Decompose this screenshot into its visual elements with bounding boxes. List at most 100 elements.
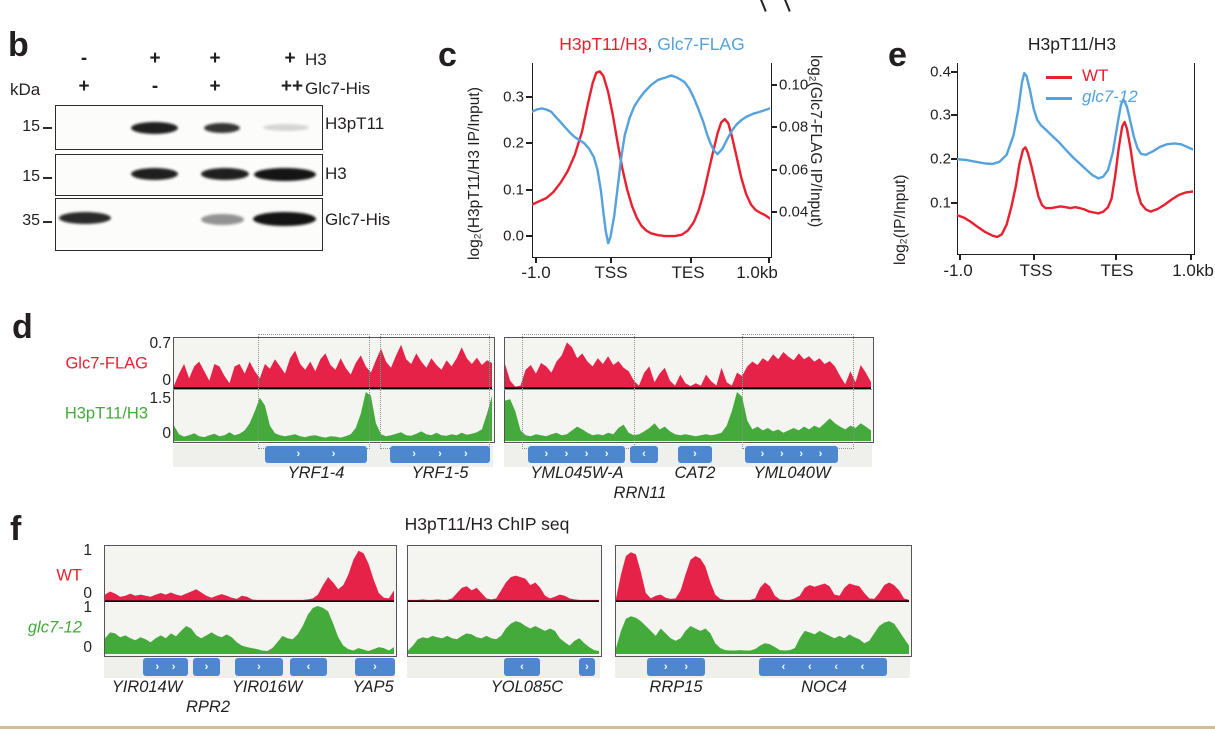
gene-label: YRF1-5 (411, 464, 469, 482)
d-left-plot-frame (173, 337, 495, 443)
c-tick (526, 189, 532, 191)
panel-e-title: H3pT11/H3 (1027, 34, 1117, 54)
blot-h3pt11 (55, 105, 323, 150)
gene-strand-left-icon: ‹ (860, 660, 865, 673)
f-axis-green-max: 1 (83, 599, 92, 616)
gene-strand-left-icon: ‹ (834, 660, 838, 673)
lane3-h3-sign: + (209, 48, 221, 69)
highlight-box (522, 334, 635, 449)
gene-strand-right-icon: › (373, 660, 377, 673)
f-plot2-green-track (408, 621, 599, 654)
legend-wt-line (1046, 76, 1072, 79)
blot-band (204, 123, 240, 133)
blot-label-glc7his: Glc7-His (325, 210, 391, 229)
series-WT (957, 120, 1193, 239)
gene-box: ‹ (630, 446, 658, 463)
e-tick (951, 114, 957, 116)
marker-15-top: 15 (22, 118, 40, 135)
d-left-track-divider (173, 389, 493, 390)
track-area (105, 550, 394, 602)
gene-label: YML045W-A (530, 464, 624, 482)
gene-strand-right-icon: › (257, 660, 261, 673)
track-area (174, 392, 492, 441)
gene-label: YAP5 (352, 678, 394, 696)
gene-strand-right-icon: › (155, 660, 160, 673)
blot-label-h3: H3 (325, 164, 347, 183)
track-zero-line (408, 600, 599, 602)
e-xtick (1115, 254, 1117, 260)
c-tick (771, 126, 777, 128)
track-area (408, 621, 599, 654)
e-xtick (959, 254, 961, 260)
f-track-label-glc7: glc7-12 (27, 618, 82, 637)
gene-box: › (678, 446, 712, 463)
gene-box: ‹ ‹ ‹ ‹ (759, 658, 887, 676)
c-xlabel-tss: TSS (594, 263, 628, 282)
gene-strand-left-icon: ‹ (781, 660, 786, 673)
gene-box: › › (143, 658, 188, 676)
panel-d-letter: d (12, 308, 33, 346)
panel-c-right-axis-label: log₂(Glc7-FLAG IP/Input) (807, 55, 824, 228)
c-ytick-0.1: 0.1 (503, 181, 524, 199)
track-zero-line (105, 600, 394, 602)
gene-box: › › › › (745, 446, 838, 463)
f-axis-red-max: 1 (83, 542, 92, 559)
marker-15-mid: 15 (22, 168, 40, 185)
panel-c-title: H3pT11/H3, Glc7-FLAG (559, 34, 744, 55)
f-plot3-red-track (616, 552, 909, 602)
gene-strand-right-icon: › (585, 660, 589, 673)
panel-f-title: H3pT11/H3 ChIP seq (404, 514, 570, 534)
gene-label: YML040W (753, 464, 831, 482)
track-zero-line (174, 387, 492, 389)
gene-label: RRN11 (613, 484, 667, 502)
track-zero-line (505, 387, 871, 389)
legend-glc7-label: glc7-12 (1082, 87, 1138, 106)
page-bottom-rule (0, 726, 1215, 729)
f-plot3-green-track (616, 616, 909, 654)
blot-band (131, 168, 178, 180)
d-right-red-track (505, 342, 871, 389)
gene-strand-right-icon: › (584, 448, 589, 460)
marker-dash (43, 127, 52, 129)
d-track-label-glc7flag: Glc7-FLAG (65, 354, 148, 373)
f-axis-red-zero: 0 (83, 585, 92, 602)
track-area (174, 344, 492, 389)
d-left-green-track (174, 392, 492, 441)
gene-strand-right-icon: › (564, 448, 569, 460)
gene-label: RPR2 (185, 698, 231, 716)
gene-strand-left-icon: ‹ (807, 660, 812, 673)
panel-c-title-sep: , (647, 34, 658, 54)
panel-e-letter: e (888, 36, 907, 74)
e-xlabel-1kb: 1.0kb (1172, 261, 1214, 280)
gene-box: ‹ (504, 658, 540, 676)
gene-strand-right-icon: › (544, 448, 549, 460)
track-area (505, 342, 871, 389)
highlight-box (380, 334, 490, 449)
kda-label: kDa (10, 80, 41, 99)
d-right-green-track (505, 392, 871, 441)
d-axis-green-zero: 0 (162, 425, 171, 442)
c-xtick (610, 257, 612, 263)
lane2-h3-sign: + (149, 48, 161, 69)
e-ytick-0.1: 0.1 (930, 194, 951, 212)
c-rtick-0.08: 0.08 (779, 118, 809, 136)
c-xtick (690, 257, 692, 263)
d-track-label-h3pt11: H3pT11/H3 (64, 404, 148, 423)
gene-strand-right-icon: › (799, 448, 803, 460)
gene-strand-left-icon: ‹ (306, 660, 311, 673)
marker-35: 35 (22, 212, 40, 229)
e-tick (951, 71, 957, 73)
gene-strand-right-icon: › (663, 660, 668, 673)
lane3-glc7-sign: + (209, 76, 221, 97)
lane2-glc7-sign: - (151, 76, 159, 97)
f-gene-strip-2 (407, 656, 600, 678)
marker-dash (43, 177, 52, 179)
gene-box: ‹ (290, 658, 327, 676)
blot-band (201, 168, 249, 180)
gene-strand-right-icon: › (464, 448, 468, 460)
blot-h3 (55, 154, 323, 196)
lane4-glc7-sign: ++ (280, 76, 304, 97)
gene-label: YRF1-4 (287, 464, 345, 482)
lane1-glc7-sign: + (78, 76, 90, 97)
